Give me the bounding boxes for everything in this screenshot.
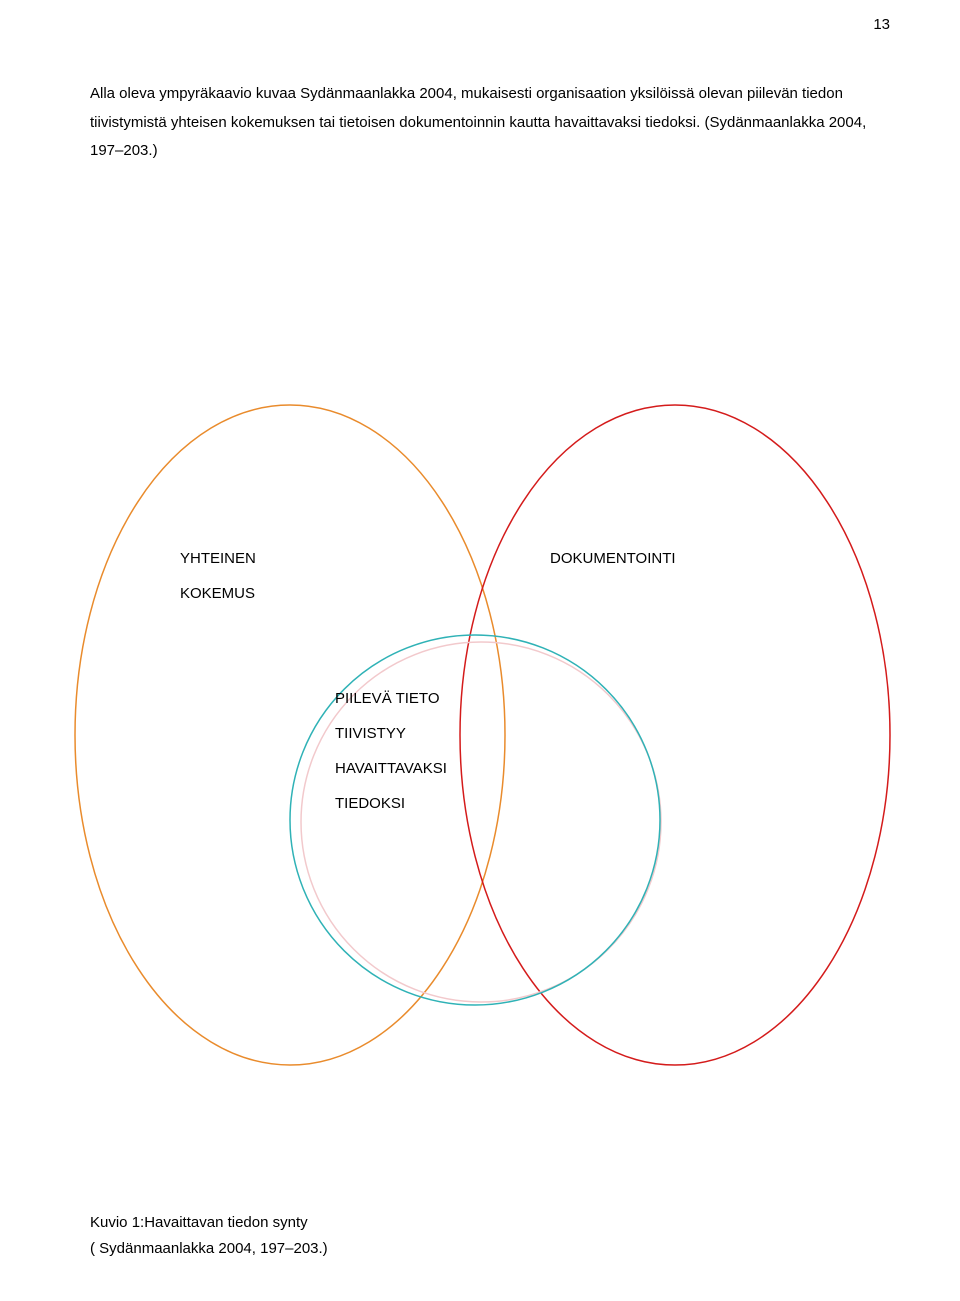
label-tiedoksi: TIEDOKSI (335, 795, 405, 812)
caption-line-1: Kuvio 1:Havaittavan tiedon synty (90, 1210, 328, 1236)
figure-caption: Kuvio 1:Havaittavan tiedon synty ( Sydän… (90, 1210, 328, 1261)
caption-line-2: ( Sydänmaanlakka 2004, 197–203.) (90, 1236, 328, 1262)
page: 13 Alla oleva ympyräkaavio kuvaa Sydänma… (0, 0, 960, 1301)
label-dokumentointi: DOKUMENTOINTI (550, 550, 676, 567)
label-piileva-tieto: PIILEVÄ TIETO (335, 690, 440, 707)
label-tiivistyy: TIIVISTYY (335, 725, 406, 742)
intro-paragraph: Alla oleva ympyräkaavio kuvaa Sydänmaanl… (90, 80, 870, 166)
label-yhteinen: YHTEINEN (180, 550, 256, 567)
label-kokemus: KOKEMUS (180, 585, 255, 602)
page-number: 13 (873, 16, 890, 33)
venn-diagram: YHTEINEN KOKEMUS DOKUMENTOINTI PIILEVÄ T… (75, 390, 890, 1110)
right-ellipse (460, 405, 890, 1065)
left-ellipse (75, 405, 505, 1065)
label-havaittavaksi: HAVAITTAVAKSI (335, 760, 447, 777)
